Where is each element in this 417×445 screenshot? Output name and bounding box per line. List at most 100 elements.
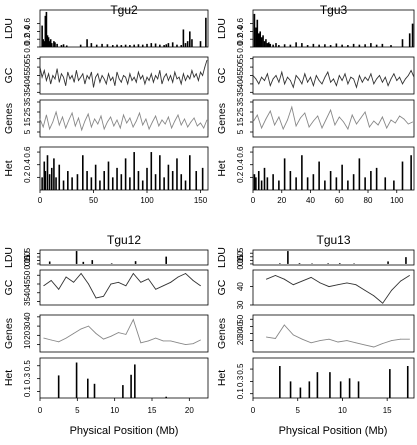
data-point [87, 113, 89, 115]
data-point [88, 78, 90, 80]
data-point [319, 282, 321, 284]
data-point [373, 346, 375, 348]
data-point [131, 80, 133, 81]
data-point [97, 73, 99, 75]
panel-frame [252, 269, 415, 306]
data-point [58, 124, 60, 126]
data-point [50, 339, 52, 341]
x-tick-label: 0 [38, 196, 43, 205]
data-point [142, 124, 144, 126]
data-point [144, 83, 146, 85]
y-tick-label: 0.0 [23, 258, 32, 270]
data-point [140, 342, 142, 344]
data-point [182, 73, 184, 75]
data-point [292, 334, 294, 336]
y-tick-label: 45 [23, 279, 32, 288]
y-tick-label: 35 [23, 87, 32, 96]
data-point [190, 121, 192, 123]
data-point [110, 283, 112, 285]
data-point [133, 76, 135, 78]
data-point [73, 281, 74, 283]
data-point [334, 124, 336, 126]
data-point [353, 78, 355, 80]
data-point [78, 80, 79, 81]
data-point [335, 85, 337, 86]
data-point [301, 280, 303, 282]
data-line [252, 105, 413, 131]
data-point [266, 336, 267, 338]
panel-frame [252, 146, 415, 191]
data-point [203, 127, 205, 129]
data-point [295, 75, 297, 76]
data-point [384, 76, 386, 78]
data-point [100, 115, 102, 117]
data-point [356, 123, 357, 125]
data-point [347, 128, 349, 130]
data-point [184, 118, 185, 120]
data-point [377, 124, 379, 126]
data-point [304, 73, 306, 75]
data-line [266, 275, 410, 304]
data-point [101, 75, 103, 76]
data-point [105, 83, 107, 85]
data-point [287, 119, 288, 121]
data-point [347, 83, 349, 85]
data-point [310, 76, 311, 78]
data-point [195, 73, 197, 75]
data-point [158, 125, 160, 127]
data-point [46, 114, 47, 116]
y-tick-label: 50 [23, 62, 32, 71]
data-point [118, 332, 119, 333]
y-tick-label: 1.0 [236, 251, 245, 263]
data-point [255, 78, 257, 80]
data-point [127, 83, 129, 85]
data-point [407, 123, 409, 125]
y-tick-label: 1.5 [23, 247, 32, 259]
data-point [119, 127, 121, 129]
data-point [118, 281, 119, 283]
panel-gc: GC 30 40 [216, 269, 415, 309]
data-point [350, 76, 352, 78]
data-point [103, 338, 104, 340]
data-point [116, 71, 118, 73]
data-point [150, 73, 152, 75]
data-point [390, 78, 392, 80]
data-point [177, 114, 179, 116]
data-point [317, 115, 319, 117]
panel-het: Het 0.10.30.5 [216, 357, 415, 399]
data-point [274, 275, 276, 276]
y-tick-label: 0.6 [236, 18, 245, 30]
data-point [328, 338, 330, 340]
data-point [410, 70, 412, 71]
data-point [65, 85, 67, 86]
y-tick-label: 0.4 [23, 159, 32, 171]
data-point [360, 117, 362, 119]
panel-frame [39, 269, 209, 306]
data-point [291, 106, 293, 108]
data-point [86, 75, 88, 76]
data-point [155, 75, 156, 76]
data-point [333, 78, 334, 80]
data-point [54, 78, 56, 80]
y-tick-label: 40 [236, 282, 245, 291]
data-point [46, 80, 47, 81]
data-point [80, 76, 82, 78]
data-point [78, 117, 79, 119]
data-point [393, 73, 395, 75]
data-point [147, 278, 149, 280]
data-point [113, 125, 115, 127]
data-point [356, 86, 357, 88]
data-point [382, 343, 384, 344]
data-point [43, 337, 45, 339]
data-point [49, 128, 51, 130]
data-point [69, 78, 71, 80]
x-tick-label: 40 [306, 196, 315, 205]
x-tick-label: 150 [194, 196, 208, 205]
y-axis-label: LDU [3, 247, 15, 268]
data-point [170, 281, 172, 283]
data-point [337, 284, 339, 286]
y-tick-label: 40 [23, 312, 32, 321]
data-point [364, 111, 366, 113]
